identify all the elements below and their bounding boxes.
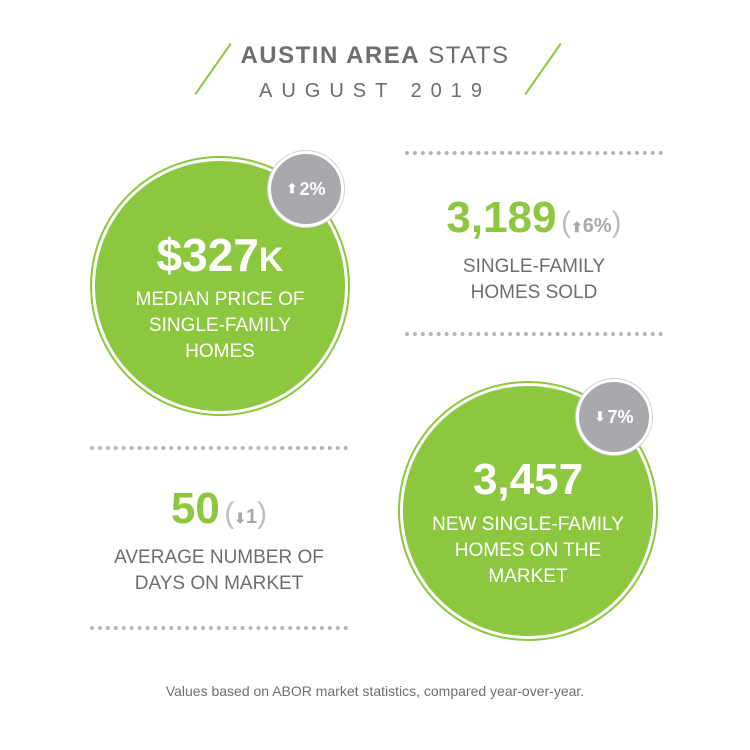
- median-price-number: $327: [156, 229, 259, 281]
- days-on-market-label-line1: AVERAGE NUMBER OF: [114, 547, 324, 568]
- arrow-up-icon: ⬆: [570, 219, 583, 235]
- arrow-down-icon: ⬇: [234, 510, 246, 526]
- page-subtitle: AUGUST 2019: [258, 80, 492, 102]
- days-on-market-change: (⬇1): [224, 497, 268, 530]
- homes-sold-change: (⬆6%): [560, 206, 622, 239]
- arrow-up-icon: ⬆: [286, 181, 298, 196]
- days-on-market-label: AVERAGE NUMBER OF DAYS ON MARKET: [90, 545, 348, 597]
- days-on-market-change-value: 1: [246, 506, 258, 528]
- homes-sold-label: SINGLE-FAMILY HOMES SOLD: [405, 254, 663, 306]
- new-homes-label-line2: HOMES ON THE: [454, 540, 602, 561]
- homes-sold-label-line2: HOMES SOLD: [470, 282, 598, 303]
- new-homes-label-line1: NEW SINGLE-FAMILY: [432, 514, 624, 535]
- title-bold: AUSTIN AREA: [240, 42, 421, 69]
- homes-sold-stat: 3,189 (⬆6%): [405, 193, 663, 243]
- new-homes-label-line3: MARKET: [488, 566, 568, 587]
- median-price-value: $327K: [92, 228, 348, 282]
- median-price-label-line1: MEDIAN PRICE OF: [135, 289, 305, 310]
- arrow-down-icon: ⬇: [594, 409, 606, 424]
- footer-note: Values based on ABOR market statistics, …: [165, 683, 585, 699]
- divider-bottom-left-upper: [90, 446, 348, 450]
- median-price-label: MEDIAN PRICE OF SINGLE-FAMILY HOMES: [92, 287, 348, 365]
- new-homes-label: NEW SINGLE-FAMILY HOMES ON THE MARKET: [400, 512, 656, 590]
- median-price-change-badge: ⬆ 2%: [268, 151, 344, 227]
- divider-bottom-left-lower: [90, 626, 348, 630]
- homes-sold-value: 3,189: [446, 193, 557, 242]
- median-price-change: 2%: [299, 178, 326, 199]
- median-price-suffix: K: [258, 241, 284, 279]
- median-price-label-line3: HOMES: [185, 341, 255, 362]
- days-on-market-stat: 50 (⬇1): [90, 484, 348, 534]
- median-price-label-line2: SINGLE-FAMILY: [148, 315, 292, 336]
- divider-top-right-upper: [405, 151, 663, 155]
- new-homes-change-badge: ⬇ 7%: [576, 379, 652, 455]
- page-title: AUSTIN AREA STATS: [0, 42, 750, 70]
- new-homes-change: 7%: [607, 406, 634, 427]
- title-light: STATS: [428, 42, 510, 69]
- new-homes-value: 3,457: [472, 455, 584, 504]
- days-on-market-label-line2: DAYS ON MARKET: [134, 573, 304, 594]
- homes-sold-label-line1: SINGLE-FAMILY: [462, 256, 606, 277]
- days-on-market-value: 50: [170, 484, 220, 533]
- homes-sold-change-value: 6%: [582, 215, 612, 237]
- divider-top-right-lower: [405, 332, 663, 336]
